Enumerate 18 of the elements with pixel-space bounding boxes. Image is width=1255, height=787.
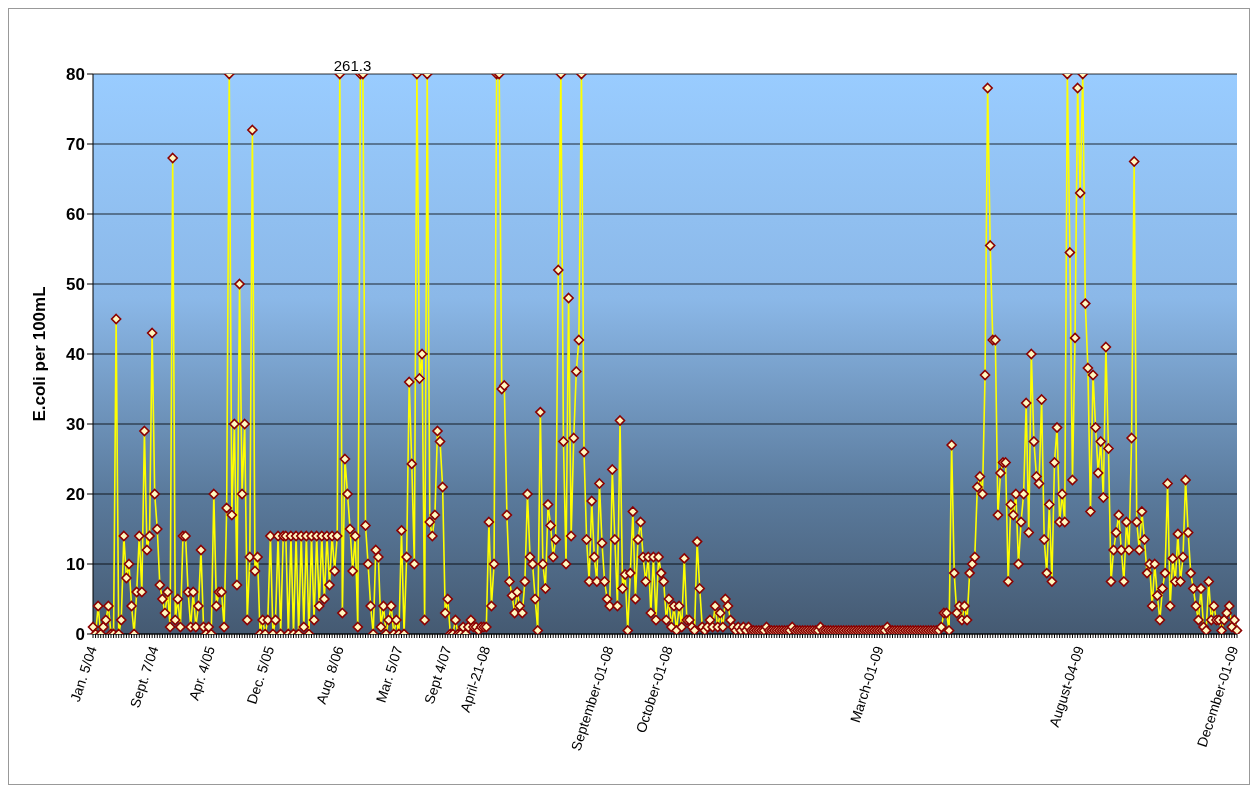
y-tick-label: 0 bbox=[75, 625, 85, 645]
x-tick-label: Apr. 4/05 bbox=[185, 643, 219, 703]
y-tick-label: 10 bbox=[66, 555, 85, 575]
x-tick-label: Sept 4/07 bbox=[420, 643, 455, 706]
annotation: 261.3 bbox=[333, 57, 372, 74]
x-tick-label: Jan. 5/04 bbox=[66, 643, 100, 704]
y-tick-label: 60 bbox=[66, 205, 85, 225]
y-tick-label: 40 bbox=[66, 345, 85, 365]
y-tick-label: 30 bbox=[66, 415, 85, 435]
x-tick-label: Mar. 5/07 bbox=[372, 643, 406, 705]
x-tick-label: Aug. 8/06 bbox=[312, 643, 347, 706]
y-tick-label: 70 bbox=[66, 135, 85, 155]
x-tick-label: Dec. 5/05 bbox=[243, 643, 278, 706]
y-tick-label: 20 bbox=[66, 485, 85, 505]
y-tick-label: 80 bbox=[66, 65, 85, 85]
y-axis-title: E.coli per 100mL bbox=[30, 286, 49, 422]
y-tick-label: 50 bbox=[66, 275, 85, 295]
x-tick-label: Sept. 7/04 bbox=[126, 643, 162, 710]
